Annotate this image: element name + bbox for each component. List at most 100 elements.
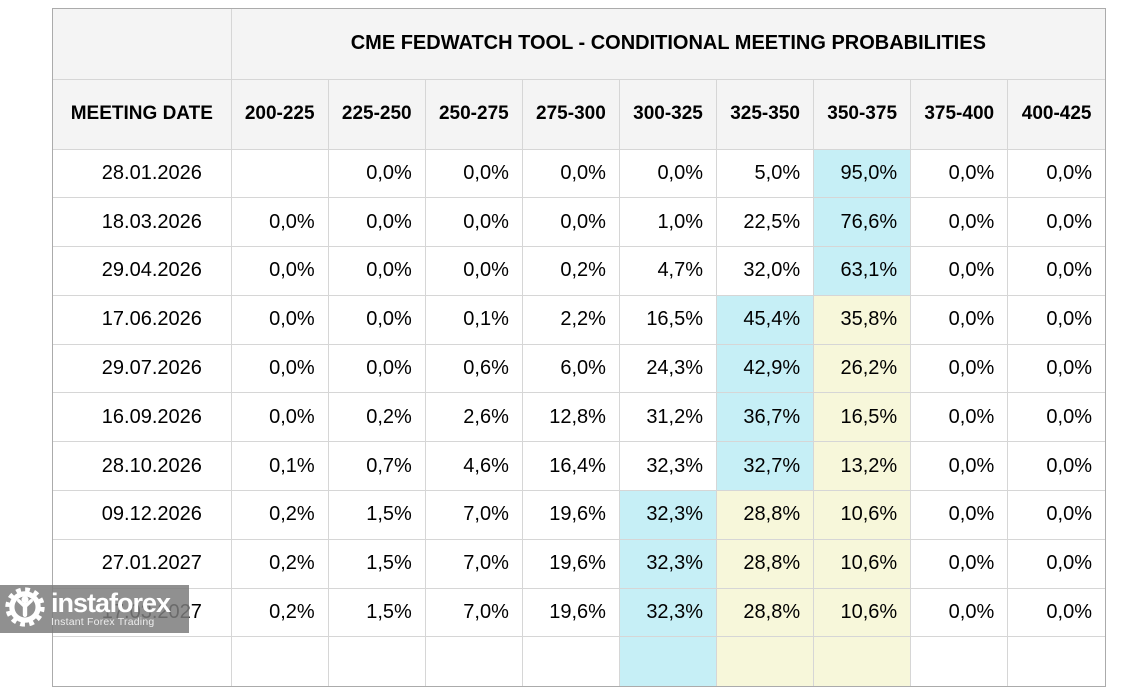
table-row: 17.03.20270,2%1,5%7,0%19,6%32,3%28,8%10,… [52,587,1106,638]
probability-cell: 16,5% [618,294,718,345]
probability-cell: 0,0% [327,246,426,296]
table-body: 28.01.2026 0,0% 0,0% 0,0% 0,0% 5,0% 95,0% 0,0% 0… [52,148,1106,687]
probability-cell [424,636,523,687]
probability-cell: 0,0% [327,343,426,394]
rate-range-header: 300-325 [618,78,718,150]
probability-cell: 0,0% [1007,294,1106,345]
probability-cell: 2,6% [424,392,523,443]
probability-cell: 0,0% [618,148,718,199]
probability-cell: 0,6% [424,343,523,394]
probability-cell: 0,0% [230,343,329,394]
meeting-date-cell: 18.03.2026 [52,197,232,248]
column-header-row: MEETING DATE 200-225 225-250 250-275 275-30… [52,78,1106,150]
probability-cell: 0,0% [327,197,426,248]
rate-range-header: 275-300 [521,78,620,150]
probability-cell: 0,0% [1007,392,1106,443]
probability-cell: 0,0% [1007,197,1106,248]
table-row: 09.12.2026 0,2% 1,5% 7,0% 19,6% 32,3% 28,8% 10,… [52,490,1106,540]
probability-cell: 0,0% [230,246,329,296]
rate-range-header: 400-425 [1007,78,1106,150]
meeting-date-cell: 29.07.2026 [52,343,232,394]
probability-cell: 10,6% [813,538,912,589]
rate-range-header: 250-275 [424,78,523,150]
table-row: 29.04.2026 0,0% 0,0% 0,0% 0,2% 4,7% 32,0% 63,1%… [52,246,1106,296]
probability-cell: 0,0% [1007,538,1106,589]
probability-cell: 10,6% [813,587,912,638]
instaforex-watermark: instaforex Instant Forex Trading [0,585,189,633]
probability-cell: 0,2% [521,246,620,296]
probability-cell: 5,0% [716,148,815,199]
probability-cell: 19,6% [521,538,620,589]
rate-range-header: 200-225 [230,78,329,150]
rate-range-header: 225-250 [327,78,426,150]
meeting-date-cell: 28.01.2026 [52,148,232,199]
meeting-date-cell: 09.12.2026 [52,490,232,540]
probability-cell: 0,0% [521,148,620,199]
probability-cell: 0,0% [910,587,1009,638]
probability-cell: 0,0% [1007,587,1106,638]
probability-cell: 0,0% [910,538,1009,589]
watermark-text: instaforex Instant Forex Trading [51,588,171,629]
probability-cell: 0,0% [327,294,426,345]
probability-cell: 0,0% [1007,490,1106,540]
probability-cell: 32,0% [716,246,815,296]
probability-cell: 0,1% [230,441,329,492]
probability-cell: 12,8% [521,392,620,443]
probability-cell [1007,636,1106,687]
probability-cell: 16,4% [521,441,620,492]
probability-cell: 2,2% [521,294,620,345]
probability-cell: 0,0% [230,294,329,345]
probability-cell: 28,8% [716,490,815,540]
probability-cell: 0,2% [230,587,329,638]
probability-cell: 32,7% [716,441,815,492]
probability-cell: 0,0% [910,148,1009,199]
partial-next-row [52,636,1106,687]
probability-cell [230,636,329,687]
probability-cell: 0,0% [910,490,1009,540]
probability-cell: 0,0% [424,246,523,296]
probability-cell: 31,2% [618,392,718,443]
probability-cell: 0,0% [230,197,329,248]
probability-cell: 0,7% [327,441,426,492]
title-row: CME FEDWATCH TOOL - CONDITIONAL MEETING … [52,8,1106,80]
table-row: 18.03.2026 0,0% 0,0% 0,0% 0,0% 1,0% 22,5% 76,6%… [52,197,1106,248]
meeting-date-cell [52,636,232,687]
probability-cell: 13,2% [813,441,912,492]
probability-cell [230,148,329,199]
probability-cell: 95,0% [813,148,912,199]
meeting-date-cell: 16.09.2026 [52,392,232,443]
probability-cell [910,636,1009,687]
probability-cell: 0,0% [1007,441,1106,492]
probability-cell: 1,5% [327,538,426,589]
probability-cell: 0,0% [230,392,329,443]
probability-cell [327,636,426,687]
probability-cell [716,636,815,687]
probability-cell: 36,7% [716,392,815,443]
probability-cell: 0,0% [424,148,523,199]
probability-cell: 0,0% [1007,148,1106,199]
meeting-date-cell: 27.01.2027 [52,538,232,589]
fedwatch-probabilities-table: CME FEDWATCH TOOL - CONDITIONAL MEETING … [52,8,1106,687]
probability-cell: 4,6% [424,441,523,492]
rate-range-header: 375-400 [910,78,1009,150]
probability-cell: 1,5% [327,587,426,638]
probability-cell: 28,8% [716,538,815,589]
probability-cell: 0,2% [230,538,329,589]
probability-cell: 24,3% [618,343,718,394]
probability-cell: 32,3% [618,441,718,492]
probability-cell: 32,3% [618,538,718,589]
probability-cell: 0,0% [424,197,523,248]
probability-cell: 22,5% [716,197,815,248]
probability-cell: 0,0% [910,294,1009,345]
probability-cell [813,636,912,687]
instaforex-gear-icon [4,586,46,633]
probability-cell: 0,0% [910,246,1009,296]
probability-cell: 0,0% [1007,246,1106,296]
table-row: 27.01.2027 0,2% 1,5% 7,0% 19,6% 32,3% 28,8% 10,… [52,538,1106,589]
watermark-brand: instaforex [51,588,171,618]
probability-cell: 7,0% [424,538,523,589]
probability-cell: 28,8% [716,587,815,638]
probability-cell: 32,3% [618,490,718,540]
probability-cell: 0,0% [910,441,1009,492]
rate-range-header: 325-350 [716,78,815,150]
